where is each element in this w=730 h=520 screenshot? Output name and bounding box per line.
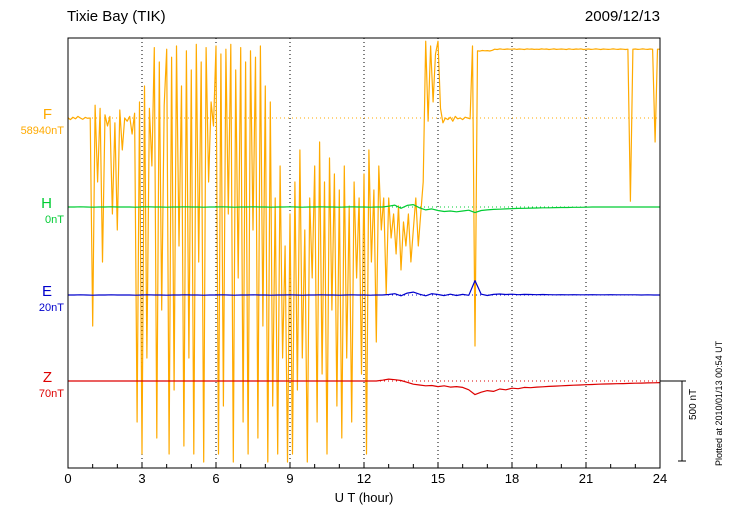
x-tick-label: 21 xyxy=(578,471,594,486)
x-tick-label: 6 xyxy=(212,471,220,486)
plotted-at-note: Plotted at 2010/01/13 00:54 UT xyxy=(714,340,724,466)
component-baseline-value-E: 20nT xyxy=(38,302,64,314)
trace-F xyxy=(67,40,660,463)
trace-E xyxy=(68,280,660,297)
plot-border xyxy=(67,37,661,469)
x-tick-label: 18 xyxy=(504,471,520,486)
component-label-H: H xyxy=(41,195,52,212)
x-axis-title: U T (hour) xyxy=(334,490,394,505)
station-title: Tixie Bay (TIK) xyxy=(67,8,166,25)
component-baseline-value-H: 0nT xyxy=(45,214,64,226)
component-baseline-value-F: 58940nT xyxy=(20,125,64,137)
x-tick-label: 9 xyxy=(286,471,294,486)
x-tick-label: 24 xyxy=(652,471,668,486)
scalebar-label: 500 nT xyxy=(688,388,699,420)
x-tick-label: 0 xyxy=(64,471,72,486)
trace-Z xyxy=(68,378,661,396)
component-label-F: F xyxy=(42,106,52,123)
x-tick-label: 3 xyxy=(138,471,146,486)
component-label-E: E xyxy=(41,283,52,300)
x-tick-label: 12 xyxy=(356,471,372,486)
x-tick-label: 15 xyxy=(430,471,446,486)
date-label: 2009/12/13 xyxy=(584,8,660,25)
trace-H xyxy=(68,204,660,214)
component-baseline-value-Z: 70nT xyxy=(38,388,64,400)
component-label-Z: Z xyxy=(42,369,52,386)
